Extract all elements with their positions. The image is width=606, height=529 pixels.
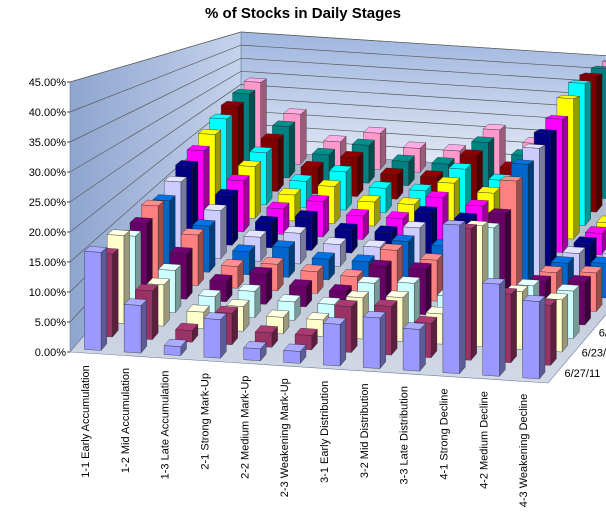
y-axis-ticks: 0.00% 5.00% 10.00% 15.00% 20.00% 25.00% 30.00%… [29,77,70,359]
y-tick-label: 45.00% [29,77,67,89]
x-tick-label: 1-2 Mid Accumulation [120,368,132,473]
bar-4-9 [345,208,370,241]
x-tick-label: 2-1 Strong Mark-Up [199,373,211,470]
y-tick-label: 25.00% [29,197,67,209]
gridline [69,44,606,113]
depth-tick-label: 6/23/11 [582,348,606,360]
x-tick-label: 2-2 Medium Mark-Up [239,376,251,479]
bars-group [83,60,606,380]
bar-6-0 [323,317,347,367]
depth-axis-ticks: 6/1/116/3/116/7/116/9/116/13/116/15/116/… [565,328,606,380]
bar-4-0 [243,341,267,362]
depth-tick-label: 6/27/11 [565,368,601,380]
x-tick-label: 1-1 Early Accumulation [80,365,92,478]
y-tick-label: 40.00% [29,107,67,119]
y-tick-label: 10.00% [29,287,67,299]
bar-2-1 [175,322,199,343]
bar-0-0 [83,246,108,351]
bar-5-0 [283,343,307,364]
x-tick-label: 4-1 Strong Decline [438,389,450,480]
depth-tick-label: 6/21/11 [599,328,606,340]
bar-2-0 [163,338,187,357]
x-tick-label: 4-2 Medium Decline [478,391,490,489]
gridline [69,70,606,173]
x-tick-label: 2-3 Weakening Mark-Up [279,378,291,497]
x-tick-label: 1-3 Late Accumulation [160,371,172,480]
y-tick-label: 0.00% [35,347,66,359]
x-tick-label: 4-3 Weakening Decline [518,394,530,508]
x-tick-label: 3-2 Mid Distribution [359,383,371,478]
gridline [69,57,606,143]
bar-10-0 [482,277,506,377]
x-axis-ticks: 1-1 Early Accumulation 1-2 Mid Accumulati… [80,365,530,507]
bar-11-0 [522,295,546,380]
y-tick-label: 5.00% [35,317,66,329]
y-tick-label: 30.00% [29,167,67,179]
x-tick-label: 3-1 Early Distribution [319,381,331,483]
bar-7-0 [362,311,387,370]
bar-8-0 [402,322,426,372]
y-tick-label: 15.00% [29,257,67,269]
bar-1-0 [123,298,148,354]
x-tick-label: 3-3 Late Distribution [399,386,411,484]
bar-9-0 [442,219,466,375]
bar-3-0 [203,312,227,359]
gridline [69,31,606,83]
chart-title: % of Stocks in Daily Stages [205,5,401,22]
y-tick-label: 35.00% [29,137,67,149]
bar-5-1 [294,327,318,351]
y-tick-label: 20.00% [29,227,67,239]
